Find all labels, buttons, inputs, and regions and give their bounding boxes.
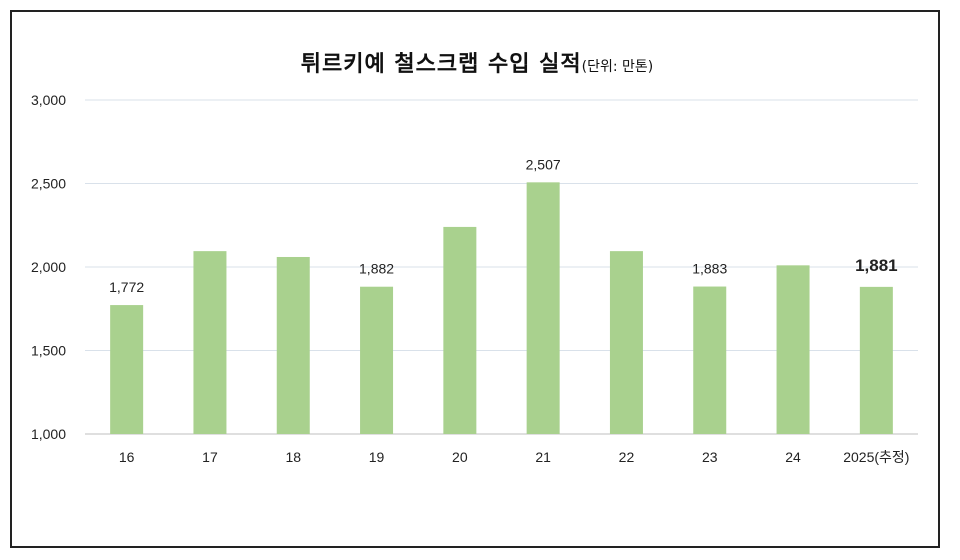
bar: [526, 182, 560, 434]
bar: [609, 251, 643, 434]
chart-title-main: 튀르키예 철스크랩 수입 실적: [300, 52, 582, 77]
bar: [776, 265, 810, 434]
data-label: 2,507: [526, 156, 561, 172]
chart-title: 튀르키예 철스크랩 수입 실적(단위: 만톤): [12, 46, 942, 78]
x-tick-label: 19: [369, 449, 385, 465]
bar: [110, 305, 144, 434]
y-tick-label: 1,000: [31, 426, 66, 442]
bar: [276, 256, 310, 434]
x-tick-label: 24: [785, 449, 801, 465]
x-tick-label: 22: [619, 449, 635, 465]
data-label: 1,882: [359, 261, 394, 277]
y-tick-label: 1,500: [31, 343, 66, 359]
bar: [443, 226, 477, 434]
bar: [859, 286, 893, 434]
data-label: 1,881: [855, 256, 898, 275]
bar: [693, 286, 727, 434]
bar: [193, 251, 227, 434]
x-tick-label: 2025(추정): [843, 449, 909, 465]
x-tick-label: 18: [285, 449, 301, 465]
x-tick-label: 21: [535, 449, 551, 465]
y-tick-label: 2,500: [31, 176, 66, 192]
y-tick-label: 3,000: [31, 92, 66, 108]
x-tick-label: 20: [452, 449, 468, 465]
x-tick-label: 23: [702, 449, 718, 465]
data-label: 1,883: [692, 261, 727, 277]
x-tick-label: 16: [119, 449, 135, 465]
chart-unit-note: (단위: 만톤): [581, 59, 654, 75]
x-tick-label: 17: [202, 449, 218, 465]
y-tick-label: 2,000: [31, 259, 66, 275]
bar: [360, 286, 394, 434]
data-label: 1,772: [109, 279, 144, 295]
